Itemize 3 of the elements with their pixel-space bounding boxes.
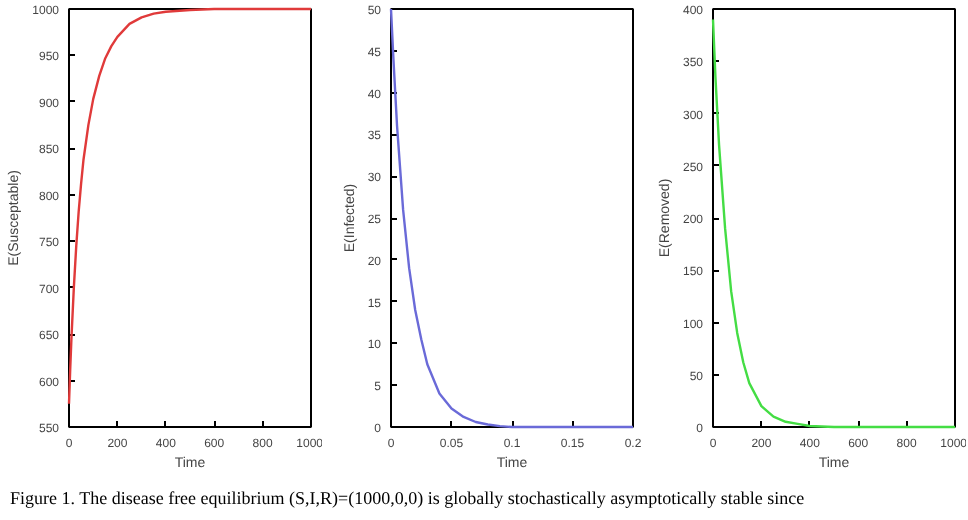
caption: Figure 1. The disease free equilibrium (S,I,R)=(1000,0,0) is globally stochastically asymptotically stable since (10, 486, 805, 512)
line-series (67, 7, 313, 405)
line-series (389, 7, 635, 429)
